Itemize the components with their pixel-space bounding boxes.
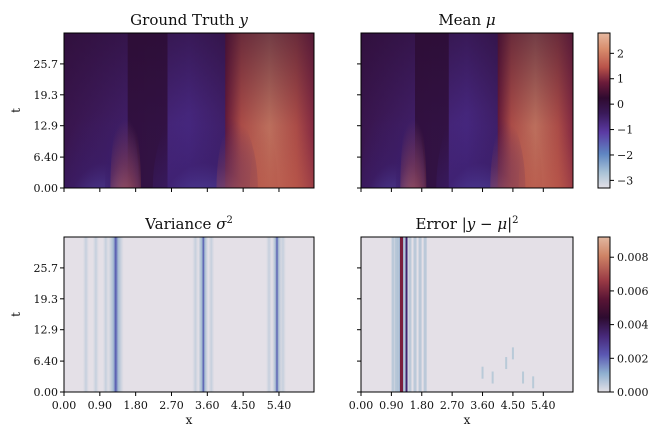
colorbar-tick-label: −2 <box>617 149 633 162</box>
y-tick-label: 0.00 <box>34 182 59 195</box>
colorbar-frame <box>597 236 611 393</box>
colorbar-tick-label: 0.006 <box>617 285 649 298</box>
x-tick-label: 3.60 <box>470 399 495 412</box>
panel-error: 0.00 0.90 1.80 2.70 3.60 4.50 5.40 Error |y − μ… <box>349 215 574 427</box>
y-tick-label: 25.7 <box>34 58 59 71</box>
x-tick-label: 0.00 <box>52 399 77 412</box>
colorbar-mean: 2 1 0 −1 −2 −3 <box>597 32 633 189</box>
plot-frame <box>360 32 574 189</box>
y-tick-label: 0.00 <box>34 386 59 399</box>
y-axis-label: t <box>9 108 23 113</box>
error-stripe <box>423 237 427 392</box>
panel-title: Ground Truth y <box>130 11 248 29</box>
y-tick-label: 12.9 <box>34 324 59 337</box>
panel-title: Error |y − μ|2 <box>415 215 518 233</box>
x-tick-label: 1.80 <box>410 399 435 412</box>
y-tick-label: 19.3 <box>34 89 59 102</box>
error-speck <box>532 376 535 389</box>
heatmap-image <box>64 33 314 188</box>
colorbar-tick-label: 2 <box>617 47 624 60</box>
heatmap-image <box>361 237 573 392</box>
x-axis-label: x <box>186 413 193 427</box>
colorbar-tick-label: 1 <box>617 73 624 86</box>
panel-mean: Mean μ <box>357 11 574 192</box>
x-tick-label: 3.60 <box>195 399 220 412</box>
heatmap-top-fade <box>64 33 314 188</box>
variance-stripe <box>208 237 215 392</box>
x-tick-label: 5.40 <box>267 399 292 412</box>
panel-title: Variance σ2 <box>144 215 233 233</box>
y-tick-label: 6.40 <box>34 355 59 368</box>
error-stripe <box>413 237 417 392</box>
x-tick-label: 5.40 <box>531 399 556 412</box>
plot-frame <box>63 236 315 393</box>
variance-stripe <box>266 237 273 392</box>
x-tick-label: 2.70 <box>440 399 465 412</box>
x-tick-label: 4.50 <box>501 399 526 412</box>
panel-variance: 0.00 6.40 12.9 19.3 25.7 0.00 0.90 1.80 2.70 3.60… <box>9 215 315 427</box>
colorbar-gradient <box>598 237 610 392</box>
variance-stripe <box>92 237 99 392</box>
y-tick-label: 25.7 <box>34 262 59 275</box>
colorbar-tick-label: −1 <box>617 124 633 137</box>
colorbar-tick-label: 0.000 <box>617 386 649 399</box>
plot-frame <box>63 32 315 189</box>
x-axis-label: x <box>464 413 471 427</box>
heatmap-image <box>64 237 314 392</box>
panel-title: Mean μ <box>438 11 495 29</box>
variance-band <box>107 237 124 392</box>
colorbar-tick-label: 0 <box>617 98 624 111</box>
error-speck <box>491 371 494 384</box>
colorbar-frame <box>597 32 611 189</box>
error-stripe <box>408 237 412 392</box>
colorbar-gradient <box>598 33 610 188</box>
variance-stripe <box>279 237 286 392</box>
panel-ground-truth: 0.00 6.40 12.9 19.3 25.7 Ground Truth y t <box>9 11 315 195</box>
colorbar-tick-label: 0.008 <box>617 251 649 264</box>
x-tick-label: 2.70 <box>159 399 184 412</box>
heatmap-image <box>361 33 573 188</box>
variance-stripe <box>82 237 89 392</box>
colorbar-tick-label: −3 <box>617 174 633 187</box>
variance-band <box>271 237 282 392</box>
error-band-core <box>400 237 404 392</box>
error-speck <box>481 366 484 379</box>
variance-band <box>198 237 209 392</box>
variance-stripe <box>102 237 109 392</box>
y-tick-label: 12.9 <box>34 120 59 133</box>
error-speck <box>511 347 514 360</box>
x-tick-label: 1.80 <box>123 399 148 412</box>
error-band-core <box>405 237 408 392</box>
x-tick-label: 0.90 <box>88 399 113 412</box>
colorbar-tick-label: 0.004 <box>617 319 649 332</box>
error-stripe <box>391 237 395 392</box>
y-tick-label: 19.3 <box>34 293 59 306</box>
panels: 0.00 6.40 12.9 19.3 25.7 Ground Truth y t Mean … <box>9 11 649 427</box>
error-stripe <box>418 237 422 392</box>
x-tick-label: 0.90 <box>379 399 404 412</box>
variance-stripe <box>192 237 199 392</box>
y-axis-label: t <box>9 312 23 317</box>
heatmap-top-fade <box>361 33 573 188</box>
y-tick-label: 6.40 <box>34 151 59 164</box>
x-tick-label: 0.00 <box>349 399 374 412</box>
error-speck <box>522 371 525 384</box>
plot-frame <box>360 236 574 393</box>
colorbar-error: 0.008 0.006 0.004 0.002 0.000 <box>597 236 649 399</box>
colorbar-tick-label: 0.002 <box>617 352 649 365</box>
x-tick-label: 4.50 <box>231 399 256 412</box>
error-speck <box>505 357 508 370</box>
